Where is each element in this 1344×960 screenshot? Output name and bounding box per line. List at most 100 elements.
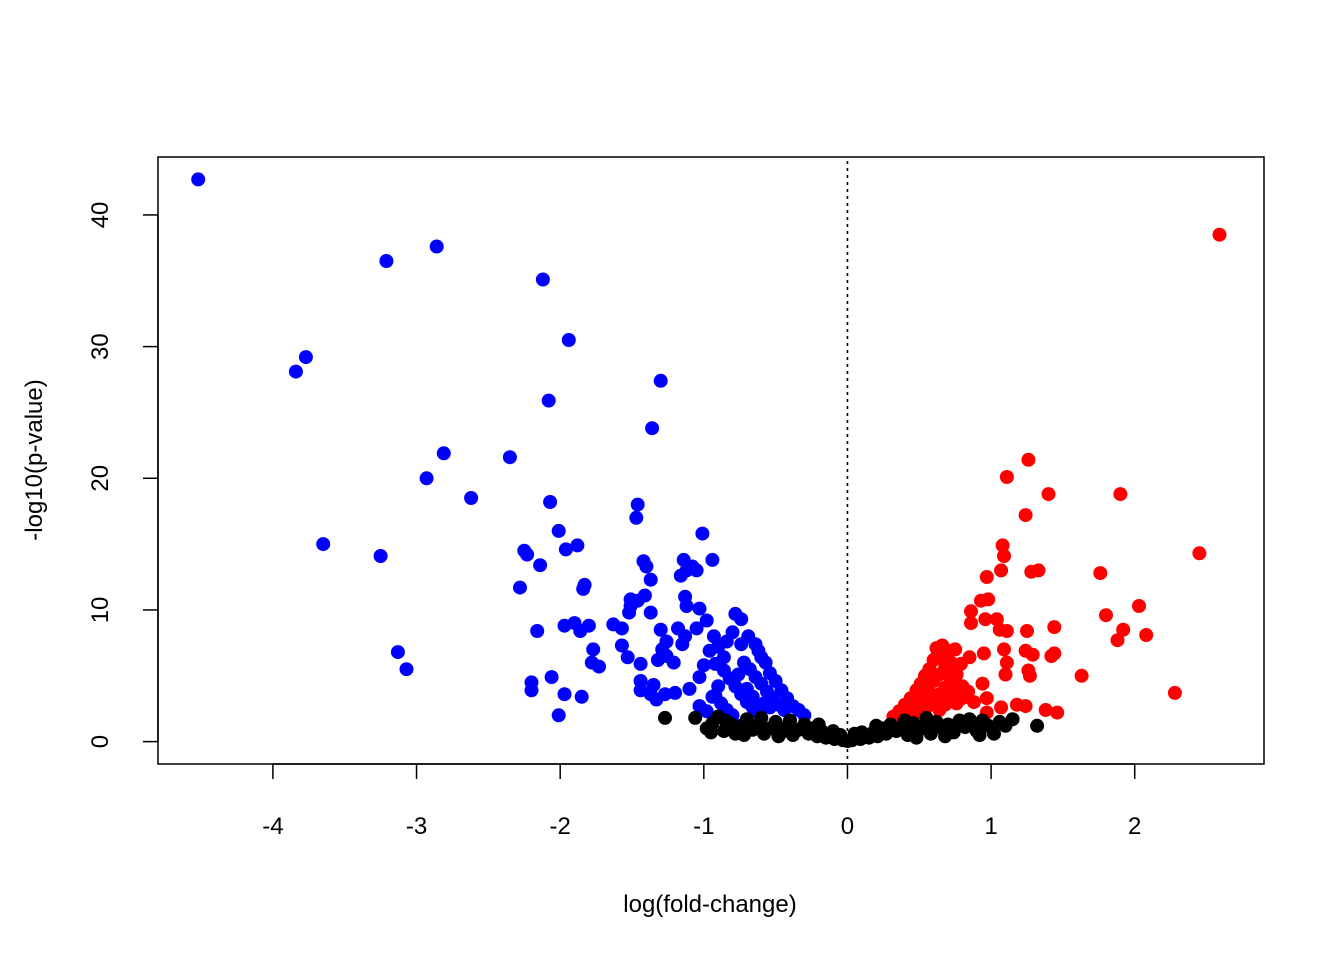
data-point — [570, 538, 585, 553]
data-point — [1167, 685, 1182, 700]
data-point — [520, 547, 535, 562]
data-point — [530, 624, 545, 638]
data-point — [1005, 712, 1020, 727]
x-tick-label: 1 — [984, 813, 997, 840]
data-point — [429, 239, 444, 254]
data-point — [630, 497, 645, 512]
x-tick-label: -4 — [262, 813, 283, 840]
data-point — [614, 621, 629, 636]
data-point — [1038, 703, 1053, 717]
data-point — [994, 563, 1009, 578]
data-point — [561, 333, 576, 347]
data-point — [699, 613, 714, 628]
data-point — [974, 593, 988, 608]
data-point — [932, 703, 947, 717]
data-point — [379, 254, 394, 268]
data-point — [682, 681, 697, 696]
data-point — [987, 726, 1001, 741]
data-point — [768, 714, 783, 729]
data-point — [935, 651, 950, 666]
data-point — [557, 618, 572, 633]
data-point — [979, 691, 994, 706]
data-point — [653, 622, 668, 637]
data-point — [833, 728, 848, 742]
data-point — [645, 421, 660, 436]
data-point — [620, 650, 635, 665]
data-point — [288, 364, 303, 379]
data-point — [941, 664, 955, 679]
data-point — [923, 689, 938, 704]
data-point — [673, 568, 688, 583]
data-point — [637, 588, 652, 603]
data-point — [734, 612, 749, 627]
data-point — [639, 559, 654, 574]
data-point — [966, 695, 981, 710]
data-point — [558, 542, 573, 557]
x-axis: -4 -3 -2 -1 0 1 2 — [262, 763, 1141, 840]
data-point — [544, 670, 559, 685]
data-point — [373, 549, 388, 563]
data-point — [191, 172, 206, 187]
data-point — [1093, 566, 1108, 581]
data-point — [1025, 647, 1040, 662]
data-point — [725, 625, 740, 640]
data-point — [1074, 668, 1089, 683]
data-point — [390, 645, 405, 660]
data-point — [999, 655, 1014, 670]
data-point — [551, 708, 566, 723]
data-point — [1047, 646, 1062, 661]
data-point — [995, 538, 1010, 553]
data-point — [1110, 633, 1125, 648]
data-point — [692, 601, 707, 616]
data-point — [949, 696, 964, 711]
data-point — [298, 350, 313, 365]
data-point — [629, 510, 644, 525]
data-point — [1041, 487, 1056, 502]
data-point — [688, 710, 703, 725]
data-point — [316, 537, 331, 552]
y-tick-label: 20 — [87, 465, 114, 492]
data-point — [633, 656, 648, 671]
data-point — [1132, 599, 1146, 613]
y-tick-label: 30 — [87, 333, 114, 360]
data-point — [586, 642, 601, 657]
data-point — [689, 621, 704, 636]
data-point — [731, 667, 746, 682]
data-point — [666, 655, 681, 670]
data-point — [999, 624, 1014, 638]
x-tick-label: 0 — [841, 813, 854, 840]
data-point — [689, 563, 704, 578]
data-point — [574, 689, 589, 704]
data-point — [998, 667, 1013, 682]
data-point — [551, 523, 566, 538]
data-point — [653, 373, 668, 388]
data-point — [847, 726, 862, 741]
data-point — [513, 580, 527, 595]
data-point — [705, 552, 720, 567]
data-point — [557, 687, 572, 702]
data-point — [989, 612, 1004, 627]
data-point — [979, 570, 994, 584]
data-point — [1050, 705, 1065, 720]
data-point — [751, 643, 766, 658]
data-point — [976, 646, 991, 661]
data-point — [576, 581, 591, 596]
data-point — [419, 471, 434, 486]
data-point — [692, 670, 707, 685]
data-point — [919, 710, 934, 725]
data-point — [938, 729, 953, 744]
y-tick-label: 10 — [87, 597, 114, 624]
data-point — [643, 572, 658, 587]
data-point — [975, 676, 990, 691]
data-point — [929, 641, 944, 656]
data-point — [946, 678, 961, 692]
data-point — [436, 446, 451, 461]
data-point — [754, 710, 769, 725]
x-tick-label: 2 — [1128, 813, 1141, 840]
data-point — [592, 659, 606, 674]
data-point — [535, 272, 550, 287]
data-point — [811, 717, 826, 732]
x-axis-label: log(fold-change) — [623, 891, 796, 918]
data-point — [1030, 718, 1045, 733]
data-point — [994, 700, 1009, 715]
